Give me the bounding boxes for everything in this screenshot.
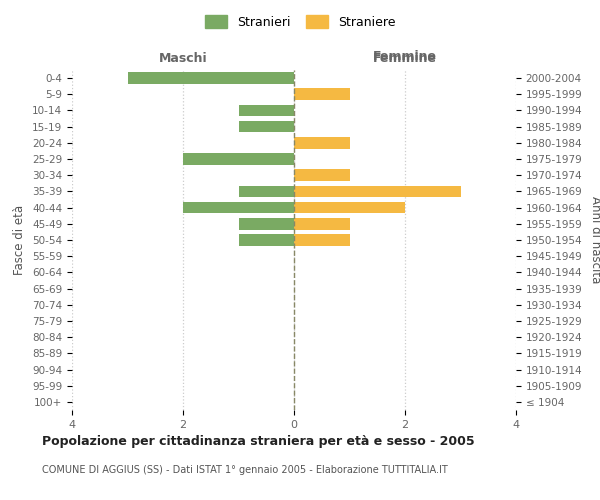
Bar [239, 121, 294, 132]
Bar [183, 153, 294, 165]
Bar [294, 186, 461, 198]
Text: Femmine: Femmine [373, 52, 437, 65]
Bar [239, 218, 294, 230]
Bar [294, 218, 350, 230]
Bar [294, 88, 350, 100]
Bar [183, 202, 294, 213]
Bar [294, 137, 350, 148]
Bar [239, 234, 294, 246]
Bar [294, 202, 405, 213]
Text: Femmine: Femmine [373, 50, 437, 63]
Bar [294, 170, 350, 181]
Text: COMUNE DI AGGIUS (SS) - Dati ISTAT 1° gennaio 2005 - Elaborazione TUTTITALIA.IT: COMUNE DI AGGIUS (SS) - Dati ISTAT 1° ge… [42, 465, 448, 475]
Bar [239, 104, 294, 117]
Bar [239, 186, 294, 198]
Text: Maschi: Maschi [158, 52, 208, 65]
Text: Popolazione per cittadinanza straniera per età e sesso - 2005: Popolazione per cittadinanza straniera p… [42, 435, 475, 448]
Y-axis label: Fasce di età: Fasce di età [13, 205, 26, 275]
Y-axis label: Anni di nascita: Anni di nascita [589, 196, 600, 284]
Legend: Stranieri, Straniere: Stranieri, Straniere [201, 11, 399, 32]
Bar [294, 234, 350, 246]
Bar [128, 72, 294, 84]
